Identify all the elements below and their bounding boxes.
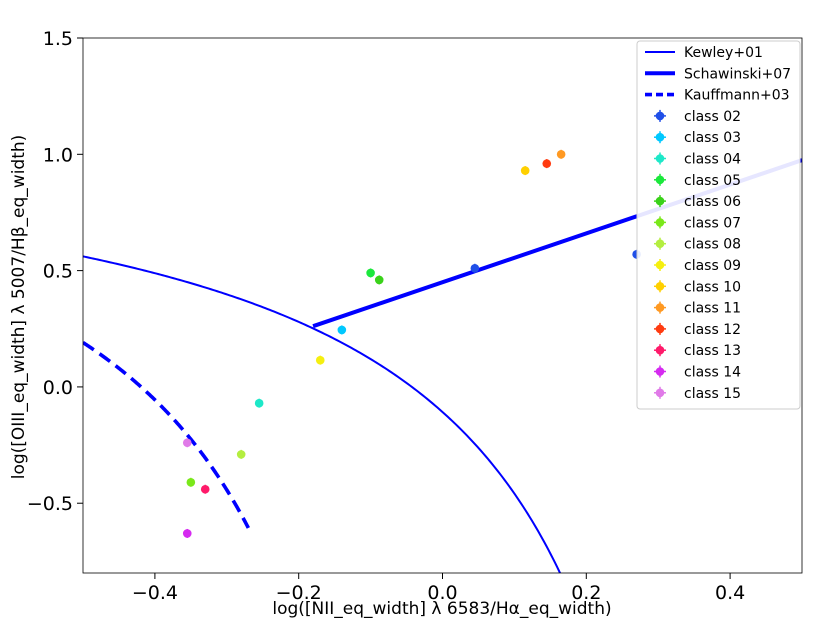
data-point	[315, 355, 325, 365]
legend-label: class 05	[684, 173, 741, 189]
legend-label: Kewley+01	[684, 45, 763, 61]
x-tick-label: 0.0	[427, 582, 457, 604]
data-point	[254, 398, 264, 408]
legend-label: class 15	[684, 386, 741, 402]
y-tick-label: 0.5	[43, 261, 73, 283]
legend-marker	[655, 367, 665, 376]
legend-marker	[655, 132, 665, 142]
legend-marker	[655, 324, 665, 334]
legend-label: class 06	[684, 194, 741, 210]
legend-label: Kauffmann+03	[684, 88, 790, 104]
legend-marker	[655, 111, 665, 121]
data-point	[182, 529, 192, 538]
y-tick-label: 1.0	[43, 144, 73, 166]
data-point	[374, 275, 384, 285]
legend-marker	[655, 303, 665, 312]
legend-marker	[655, 388, 665, 398]
legend-label: class 12	[684, 322, 741, 338]
legend-label: class 09	[684, 258, 741, 274]
kewley-line	[83, 255, 562, 573]
legend-marker	[655, 154, 665, 163]
legend-label: class 11	[684, 301, 741, 317]
data-point	[556, 150, 566, 159]
x-tick-label: 0.4	[715, 582, 745, 604]
legend-marker	[655, 260, 665, 270]
data-point	[186, 477, 196, 487]
legend-label: class 08	[684, 237, 741, 253]
legend-label: class 04	[684, 152, 741, 168]
y-tick-label: −0.5	[27, 493, 73, 515]
legend-marker	[655, 345, 665, 355]
data-point	[366, 268, 375, 278]
legend-marker	[655, 218, 665, 227]
legend-label: class 10	[684, 279, 741, 295]
x-axis-label: log([NII_eq_width] λ 6583/Hα_eq_width)	[272, 599, 611, 619]
y-axis-label: log([OIII_eq_width] λ 5007/Hβ_eq_width)	[9, 135, 29, 480]
data-point	[470, 263, 480, 273]
legend-marker	[655, 196, 665, 206]
legend-label: class 02	[684, 109, 741, 125]
legend-label: Schawinski+07	[684, 66, 791, 82]
data-point	[542, 159, 552, 168]
y-tick-label: 0.0	[43, 377, 73, 399]
x-tick-label: −0.2	[276, 582, 322, 604]
x-tick-label: −0.4	[132, 582, 178, 604]
legend-label: class 07	[684, 215, 741, 231]
data-point	[182, 438, 192, 448]
data-point	[236, 450, 246, 459]
y-tick-label: 1.5	[43, 28, 73, 50]
legend-label: class 13	[684, 343, 741, 359]
data-point	[520, 166, 530, 175]
legend: Kewley+01 Schawinski+07 Kauffmann+03 class …	[636, 40, 801, 410]
legend-label: class 14	[684, 365, 741, 381]
data-point	[337, 325, 347, 335]
legend-box	[636, 40, 801, 410]
legend-marker	[655, 282, 665, 291]
legend-marker	[655, 175, 665, 185]
legend-label: class 03	[684, 130, 741, 146]
x-tick-label: 0.2	[571, 582, 601, 604]
data-point	[200, 484, 210, 494]
kauffmann-line	[83, 341, 250, 529]
legend-marker	[655, 239, 665, 248]
